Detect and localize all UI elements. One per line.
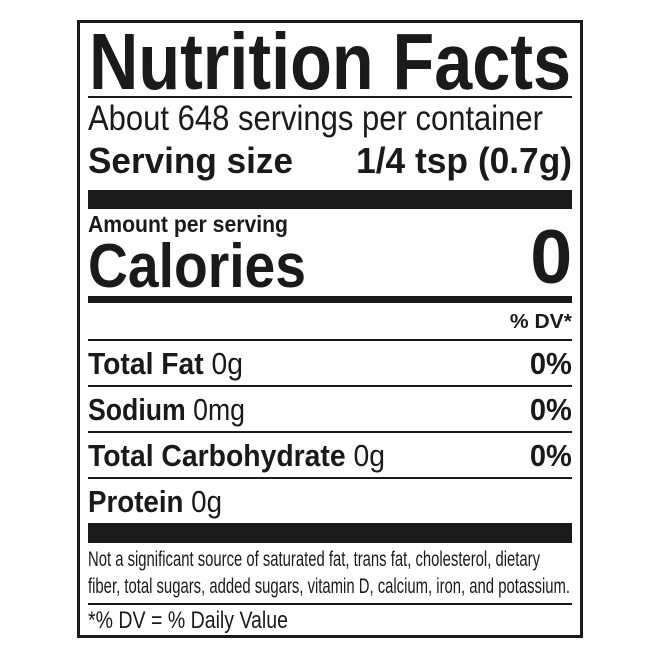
serving-size-label: Serving size (88, 140, 293, 181)
nutrient-dv: 0% (530, 392, 572, 427)
divider (88, 385, 572, 387)
nutrient-name: Protein (88, 484, 184, 519)
nutrient-row-sodium: Sodium 0mg (88, 394, 245, 425)
nutrient-name: Total Carbohydrate (88, 438, 346, 473)
divider (88, 339, 572, 341)
nutrient-row-total-carbohydrate: Total Carbohydrate 0g (88, 440, 385, 471)
amount-per-serving: Amount per serving (88, 211, 288, 237)
nutrient-dv: 0% (530, 438, 572, 473)
thick-divider (88, 523, 572, 543)
footnote-line-1: Not a significant source of saturated fa… (88, 548, 540, 571)
serving-size-value: 1/4 tsp (0.7g) (356, 140, 572, 181)
nutrient-amount: 0mg (193, 392, 245, 427)
dv-footnote: *% DV = % Daily Value (88, 607, 288, 634)
dv-header: % DV* (510, 311, 572, 333)
nutrient-amount: 0g (191, 484, 222, 519)
calories-label: Calories (88, 232, 306, 301)
divider (88, 603, 572, 605)
thick-divider (88, 190, 572, 209)
calories-value: 0 (530, 215, 572, 300)
servings-per-container: About 648 servings per container (88, 99, 543, 138)
divider (88, 477, 572, 479)
divider (88, 96, 572, 98)
nutrient-name: Total Fat (88, 346, 204, 381)
label-title: Nutrition Facts (89, 17, 571, 106)
nutrient-row-total-fat: Total Fat 0g (88, 348, 243, 379)
nutrient-name: Sodium (88, 392, 186, 427)
divider (88, 431, 572, 433)
nutrient-amount: 0g (353, 438, 385, 473)
nutrient-row-protein: Protein 0g (88, 486, 222, 517)
footnote-line-2: fiber, total sugars, added sugars, vitam… (88, 575, 570, 598)
label-border (77, 20, 583, 638)
nutrient-amount: 0g (211, 346, 243, 381)
nutrient-dv: 0% (530, 346, 572, 381)
medium-divider (88, 296, 572, 303)
